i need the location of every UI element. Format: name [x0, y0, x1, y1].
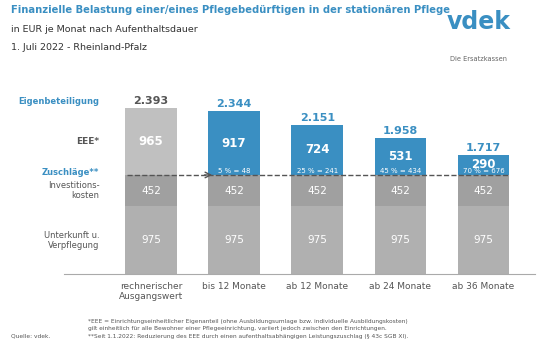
Text: 5 % = 48: 5 % = 48	[218, 168, 250, 174]
Text: 975: 975	[141, 235, 161, 245]
Text: in EUR je Monat nach Aufenthaltsdauer: in EUR je Monat nach Aufenthaltsdauer	[11, 26, 198, 34]
Text: Unterkunft u.
Verpflegung: Unterkunft u. Verpflegung	[44, 231, 100, 250]
Bar	[292, 125, 343, 175]
Text: Die Ersatzkassen: Die Ersatzkassen	[450, 56, 507, 62]
Bar	[458, 206, 509, 274]
Text: 452: 452	[390, 186, 410, 196]
Text: **Seit 1.1.2022: Reduzierung des EEE durch einen aufenthaltsabhängigen Leistungs: **Seit 1.1.2022: Reduzierung des EEE dur…	[88, 334, 408, 339]
Bar	[375, 138, 426, 175]
Text: 452: 452	[474, 186, 493, 196]
Bar	[292, 175, 343, 206]
Text: 70 % = 676: 70 % = 676	[463, 168, 504, 174]
Text: vdek: vdek	[447, 10, 510, 34]
Bar	[125, 206, 177, 274]
Text: 45 % = 434: 45 % = 434	[379, 168, 421, 174]
Text: 2.151: 2.151	[300, 113, 335, 123]
Text: *EEE = Einrichtungseinheitlicher Eigenanteil (ohne Ausbildungsumlage bzw. indivi: *EEE = Einrichtungseinheitlicher Eigenan…	[88, 319, 408, 324]
Text: 724: 724	[305, 143, 329, 156]
Text: Zuschläge**: Zuschläge**	[42, 168, 100, 177]
Text: 1.958: 1.958	[383, 126, 418, 136]
Text: EEE*: EEE*	[76, 137, 100, 146]
Text: 2.344: 2.344	[216, 100, 252, 109]
Text: 25 % = 241: 25 % = 241	[296, 168, 338, 174]
Text: 452: 452	[307, 186, 327, 196]
Text: 965: 965	[139, 135, 163, 148]
Bar	[208, 175, 260, 206]
Text: 975: 975	[474, 235, 493, 245]
Text: 975: 975	[307, 235, 327, 245]
Text: Finanzielle Belastung einer/eines Pflegebedürftigen in der stationären Pflege: Finanzielle Belastung einer/eines Pflege…	[11, 5, 450, 15]
Text: 975: 975	[390, 235, 410, 245]
Text: 917: 917	[222, 137, 246, 150]
Text: 1. Juli 2022 - Rheinland-Pfalz: 1. Juli 2022 - Rheinland-Pfalz	[11, 42, 147, 51]
Text: 452: 452	[224, 186, 244, 196]
Text: gilt einheitlich für alle Bewohner einer Pflegeeinrichtung, variiert jedoch zwis: gilt einheitlich für alle Bewohner einer…	[88, 326, 387, 332]
Text: 452: 452	[141, 186, 161, 196]
Text: Quelle: vdek.: Quelle: vdek.	[11, 334, 50, 339]
Text: 975: 975	[224, 235, 244, 245]
Text: 2.393: 2.393	[134, 96, 168, 106]
Text: Eigenbeteiligung: Eigenbeteiligung	[18, 97, 100, 106]
Text: 531: 531	[388, 150, 412, 163]
Bar	[458, 175, 509, 206]
Bar	[292, 206, 343, 274]
Bar	[125, 108, 177, 175]
Bar	[375, 175, 426, 206]
Text: Investitions-
kosten: Investitions- kosten	[48, 181, 100, 200]
Bar	[125, 175, 177, 206]
Bar	[208, 206, 260, 274]
Text: 290: 290	[471, 158, 496, 171]
Bar	[458, 155, 509, 175]
Text: 1.717: 1.717	[466, 143, 501, 153]
Bar	[375, 206, 426, 274]
Bar	[208, 111, 260, 175]
